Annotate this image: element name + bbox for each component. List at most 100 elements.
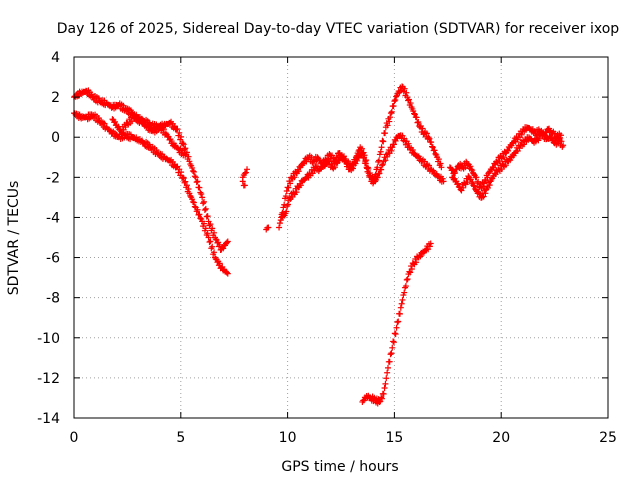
data-point: [206, 239, 213, 246]
x-tick-label: 25: [599, 430, 617, 446]
data-point: [381, 385, 388, 392]
x-tick-label: 0: [70, 430, 79, 446]
data-point: [435, 156, 442, 163]
data-point: [180, 141, 187, 148]
data-point: [426, 243, 433, 250]
data-point: [360, 154, 367, 161]
data-point: [427, 240, 434, 247]
data-point: [469, 178, 476, 185]
data-point: [382, 380, 389, 387]
data-series: [239, 166, 272, 233]
data-point: [419, 125, 426, 132]
data-point: [265, 224, 272, 231]
data-point: [438, 164, 445, 171]
data-point: [392, 137, 399, 144]
data-point: [178, 133, 185, 140]
data-point: [206, 222, 213, 229]
data-point: [379, 162, 386, 169]
y-tick-label: -14: [37, 411, 60, 427]
data-point: [383, 375, 390, 382]
data-point: [380, 138, 387, 145]
data-point: [520, 141, 527, 148]
data-point: [380, 390, 387, 397]
data-points: [71, 83, 567, 407]
data-point: [378, 166, 385, 173]
data-point: [377, 148, 384, 155]
data-point: [376, 151, 383, 158]
data-series: [278, 132, 447, 221]
data-point: [194, 178, 201, 185]
data-point: [401, 289, 408, 296]
data-point: [402, 283, 409, 290]
data-point: [432, 150, 439, 157]
data-point: [384, 364, 391, 371]
data-point: [167, 136, 174, 143]
data-point: [204, 230, 211, 237]
data-point: [411, 111, 418, 118]
y-tick-label: -4: [46, 210, 60, 226]
data-point: [359, 150, 366, 157]
data-point: [176, 129, 183, 136]
data-point: [378, 144, 385, 151]
data-point: [397, 304, 404, 311]
data-point: [390, 338, 397, 345]
data-point: [428, 143, 435, 150]
data-point: [399, 296, 406, 303]
y-tick-label: -6: [46, 251, 60, 267]
data-point: [153, 147, 160, 154]
data-point: [386, 358, 393, 365]
data-point: [135, 115, 142, 122]
data-point: [196, 211, 203, 218]
data-point: [166, 136, 173, 143]
data-point: [207, 238, 214, 245]
data-point: [376, 157, 383, 164]
data-point: [112, 118, 119, 125]
data-point: [293, 189, 300, 196]
data-point: [488, 176, 495, 183]
data-point: [101, 120, 108, 127]
data-point: [468, 166, 475, 173]
data-point: [484, 174, 491, 181]
data-point: [405, 96, 412, 103]
y-tick-label: -12: [37, 371, 60, 387]
data-point: [202, 225, 209, 232]
data-point: [185, 186, 192, 193]
data-point: [455, 180, 462, 187]
y-tick-label: -2: [46, 170, 60, 186]
data-point: [212, 236, 219, 243]
data-point: [205, 234, 212, 241]
data-point: [502, 162, 509, 169]
data-point: [505, 147, 512, 154]
data-point: [336, 157, 343, 164]
data-point: [189, 196, 196, 203]
data-point: [200, 198, 207, 205]
data-point: [401, 85, 408, 92]
data-point: [174, 125, 181, 132]
data-point: [196, 184, 203, 191]
data-series: [449, 129, 567, 201]
data-point: [349, 165, 356, 172]
data-point: [423, 130, 430, 137]
data-point: [518, 131, 525, 138]
data-point: [167, 158, 174, 165]
data-point: [407, 100, 414, 107]
data-point: [388, 108, 395, 115]
data-point: [171, 123, 178, 130]
data-point: [179, 140, 186, 147]
data-point: [204, 213, 211, 220]
data-point: [242, 169, 249, 176]
data-series: [109, 112, 189, 159]
data-point: [194, 206, 201, 213]
data-point: [440, 178, 447, 185]
data-point: [201, 207, 208, 214]
data-point: [393, 93, 400, 100]
data-point: [185, 153, 192, 160]
data-point: [282, 193, 289, 200]
data-point: [431, 147, 438, 154]
data-point: [560, 142, 567, 149]
data-point: [405, 140, 412, 147]
data-point: [465, 173, 472, 180]
y-tick-label: -10: [37, 331, 60, 347]
